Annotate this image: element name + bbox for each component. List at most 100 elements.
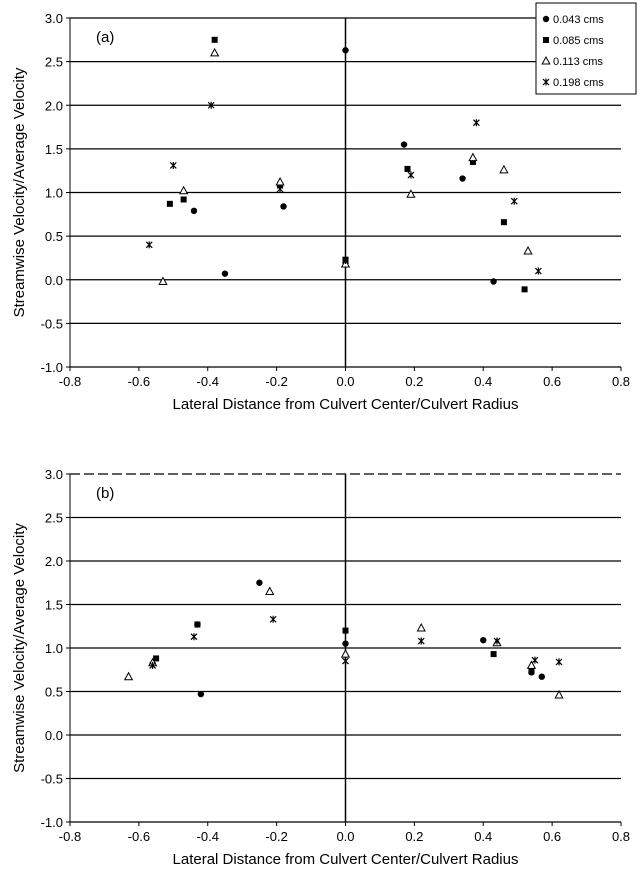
data-point-square [521, 286, 528, 293]
chart-a: -1.0 -0.5 0.0 0.5 1.0 1.5 2.0 2.5 3.0 -0.8 -0.6 -0.… [11, 11, 630, 413]
x-tick-label: 0.0 [336, 374, 354, 389]
y-tick-label: 2.0 [45, 554, 63, 569]
y-tick-label: 0.0 [45, 728, 63, 743]
series-circle [190, 47, 497, 285]
data-point-star [269, 615, 277, 623]
data-point-triangle [265, 586, 275, 595]
data-point-square [342, 627, 349, 634]
y-tick-label: -0.5 [41, 316, 63, 331]
data-point-circle [480, 636, 487, 644]
data-point-triangle [340, 649, 351, 658]
data-point-star [472, 119, 480, 127]
data-point-triangle [523, 245, 533, 255]
data-point-star [207, 101, 215, 109]
data-point-square [180, 196, 187, 203]
data-point-circle [221, 270, 229, 277]
y-tick-label: 0.5 [45, 685, 63, 700]
series-star [145, 101, 542, 275]
x-tick-label: 0.0 [336, 829, 354, 844]
x-tick-label: 0.2 [405, 829, 423, 844]
x-axis-label: Lateral Distance from Culvert Center/Cul… [173, 396, 519, 413]
y-tick-label: -1.0 [41, 815, 63, 830]
data-point-triangle [526, 660, 537, 669]
y-tick-label: 2.0 [45, 98, 63, 113]
x-tick-label: -0.6 [128, 829, 150, 844]
data-point-star [555, 658, 563, 666]
series-square [153, 621, 535, 675]
y-tick-label: 2.5 [45, 55, 63, 70]
y-tick-label: 1.0 [45, 186, 63, 201]
x-tick-label: 0.8 [612, 829, 630, 844]
x-tick-label: -0.8 [59, 829, 81, 844]
x-axis-label: Lateral Distance from Culvert Center/Cul… [173, 851, 519, 868]
x-tick-label: -0.4 [197, 829, 219, 844]
data-point-circle [197, 690, 205, 698]
legend-label: 0.198 cms [553, 77, 604, 89]
data-point-square [404, 165, 411, 172]
data-point-triangle [275, 176, 285, 186]
data-point-circle [190, 207, 198, 215]
data-point-triangle [499, 164, 509, 174]
data-point-square [500, 219, 507, 226]
panel-label: (b) [96, 485, 114, 502]
x-tick-label: 0.6 [543, 374, 561, 389]
data-point-star [342, 657, 349, 665]
data-point-circle [490, 278, 497, 285]
data-point-triangle [554, 689, 564, 699]
legend: 0.043 cms 0.085 cms 0.113 cms 0.198 cms [535, 2, 637, 95]
data-point-star [531, 656, 539, 664]
x-tick-label: 0.2 [405, 374, 423, 389]
data-point-square [166, 200, 173, 207]
series-triangle [158, 47, 533, 285]
chart-b: -1.0 -0.5 0.0 0.5 1.0 1.5 2.0 2.5 3.0 -0.8 -0.6 -0.… [11, 467, 630, 868]
data-point-star [149, 661, 157, 669]
data-point-square [490, 651, 497, 658]
data-point-circle [342, 47, 349, 54]
legend-marker-star [542, 78, 550, 86]
legend-box [535, 2, 637, 95]
legend-marker-triangle [541, 55, 551, 65]
series-star [149, 615, 563, 669]
panel-label: (a) [96, 29, 114, 46]
data-point-star [276, 185, 284, 193]
data-point-circle [256, 579, 263, 586]
data-point-triangle [179, 185, 189, 195]
data-point-star [417, 637, 425, 645]
x-tick-label: -0.8 [59, 374, 81, 389]
data-point-square [153, 655, 160, 662]
legend-label: 0.113 cms [553, 56, 603, 68]
data-point-star [493, 637, 501, 645]
data-point-square [469, 158, 476, 165]
y-tick-label: 1.5 [45, 598, 63, 613]
x-tick-label: -0.2 [265, 374, 287, 389]
data-point-star [342, 257, 349, 265]
data-point-circle [400, 141, 408, 148]
y-tick-label: 1.0 [45, 641, 63, 656]
x-tick-label: -0.4 [197, 374, 219, 389]
x-tick-label: 0.6 [543, 829, 561, 844]
data-point-square [211, 36, 218, 43]
y-tick-label: 0.0 [45, 273, 63, 288]
data-point-triangle [158, 276, 168, 285]
y-tick-label: 0.5 [45, 229, 63, 244]
data-point-circle [342, 640, 349, 647]
legend-label: 0.043 cms [553, 14, 604, 26]
data-point-square [528, 668, 535, 675]
data-point-star [534, 267, 542, 275]
series-triangle [123, 586, 564, 699]
data-point-star [190, 633, 198, 641]
data-point-star [407, 171, 415, 179]
data-point-triangle [406, 189, 416, 198]
data-point-triangle [416, 622, 426, 632]
data-point-star [510, 197, 518, 205]
data-point-triangle [123, 671, 134, 681]
data-point-circle [459, 175, 466, 182]
y-axis-label: Streamwise Velocity/Average Velocity [11, 67, 28, 317]
legend-marker-square [543, 37, 549, 43]
x-tick-label: -0.2 [265, 829, 287, 844]
y-tick-label: 3.0 [45, 467, 63, 482]
data-point-square [194, 621, 201, 628]
y-axis-label: Streamwise Velocity/Average Velocity [11, 523, 28, 773]
